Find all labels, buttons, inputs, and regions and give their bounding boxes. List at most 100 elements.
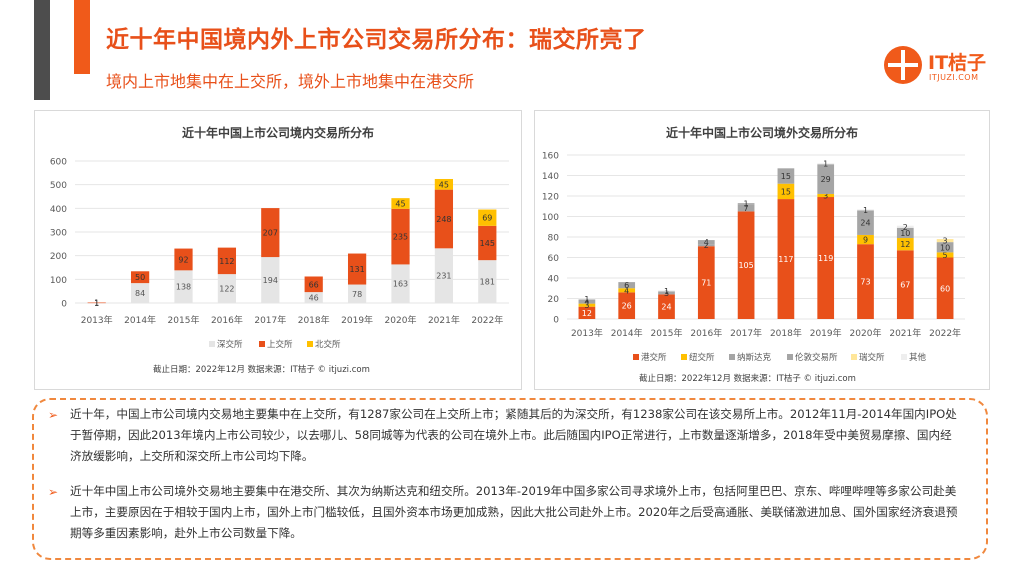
x-tick-label: 2016年 [690,327,722,339]
x-tick-label: 2018年 [298,314,330,326]
legend-swatch [209,341,215,347]
bar-segment [857,209,874,211]
legend-swatch [787,354,793,360]
y-tick-label: 0 [553,316,559,326]
y-tick-label: 400 [50,205,67,215]
bar-segment [174,270,193,303]
bar-segment [130,271,150,284]
x-tick-label: 2020年 [850,327,882,339]
data-label: 1 [744,200,749,209]
data-label: 1 [94,299,99,308]
logo-name: IT桔子 [928,52,987,74]
bar-segment [478,260,497,303]
data-label: 1 [823,160,828,169]
data-label: 194 [263,276,278,285]
x-tick-label: 2018年 [770,327,802,339]
data-label: 2 [704,241,709,250]
y-tick-label: 0 [61,300,67,310]
bar-segment [777,183,795,200]
bar-segment [391,264,410,303]
summary-box: ➢ 近十年，中国上市公司境内交易地主要集中在上交所，有1287家公司在上交所上市… [32,398,988,560]
legend-label: 瑞交所 [859,352,885,363]
bar-segment [578,306,596,319]
legend-swatch [681,354,687,360]
data-label: 112 [219,257,234,266]
data-label: 7 [744,204,749,213]
data-label: 15 [781,172,791,181]
legend-swatch [729,354,735,360]
bar-segment [618,292,636,319]
data-label: 145 [480,239,495,248]
data-label: 207 [263,229,278,238]
bar-segment [936,242,954,253]
y-tick-label: 140 [542,172,559,182]
bar-segment [434,189,454,249]
x-tick-label: 2013年 [571,327,603,339]
bar-segment [737,203,755,205]
bar-segment [936,239,954,243]
y-tick-label: 300 [50,229,67,239]
data-label: 163 [393,280,408,289]
y-tick-label: 80 [548,234,560,244]
x-tick-label: 2020年 [385,314,417,326]
data-label: 4 [704,238,709,247]
bar-segment [857,244,874,319]
data-label: 73 [860,278,870,287]
x-tick-label: 2017年 [254,314,286,326]
legend-swatch [307,341,313,347]
bar-segment [896,250,914,319]
bar-segment [578,303,596,307]
x-tick-label: 2022年 [929,327,961,339]
bar-segment [658,290,675,292]
data-label: 10 [900,229,910,238]
data-label: 24 [661,303,671,312]
data-label: 1 [664,287,669,296]
data-label: 3 [584,301,589,310]
bar-segment [304,292,323,303]
bar-segment [618,288,636,293]
legend-label: 北交所 [315,339,341,350]
x-tick-label: 2019年 [341,314,373,326]
data-label: 2 [903,223,908,232]
bar-segment [777,168,795,184]
bar-segment [817,193,835,198]
data-label: 66 [309,280,319,289]
overseas-chart-panel: 近十年中国上市公司境外交易所分布 0 20 40 60 80 100 120 140 160 201… [534,110,990,390]
y-tick-label: 20 [548,295,560,305]
data-label: 69 [482,214,492,223]
chart-footnote: 截止日期：2022年12月 数据来源：IT桔子 © itjuzi.com [153,364,370,375]
decor-orange-bar [74,0,90,74]
x-tick-label: 2019年 [810,327,842,339]
data-label: 3 [664,289,669,298]
data-label: 78 [352,290,362,299]
data-label: 26 [622,302,632,311]
legend-label: 港交所 [641,352,667,363]
data-label: 3 [823,191,828,200]
bar-segment [658,291,675,295]
y-tick-label: 600 [50,158,67,168]
bar-segment [478,225,497,261]
bar-segment [347,253,367,285]
data-label: 92 [178,255,188,264]
y-tick-label: 40 [548,275,560,285]
x-tick-label: 2021年 [889,327,921,339]
data-label: 15 [781,187,791,196]
bar-segment [697,240,715,245]
data-label: 235 [393,233,408,242]
bar-segment [578,299,596,304]
y-tick-label: 100 [542,213,559,223]
decor-gray-bar [34,0,50,100]
chart-footnote: 截止日期：2022年12月 数据来源：IT桔子 © itjuzi.com [639,373,856,384]
data-label: 29 [821,175,831,184]
y-tick-label: 100 [50,276,67,286]
legend-label: 深交所 [217,339,243,350]
legend-label: 上交所 [267,339,293,350]
data-label: 50 [135,273,145,282]
bar-segment [87,302,106,304]
x-tick-label: 2015年 [168,314,200,326]
x-tick-label: 2015年 [651,327,683,339]
bar-segment [304,276,323,293]
legend-swatch [851,354,857,360]
chart-title: 近十年中国上市公司境内交易所分布 [182,125,374,140]
data-label: 1 [863,206,868,215]
